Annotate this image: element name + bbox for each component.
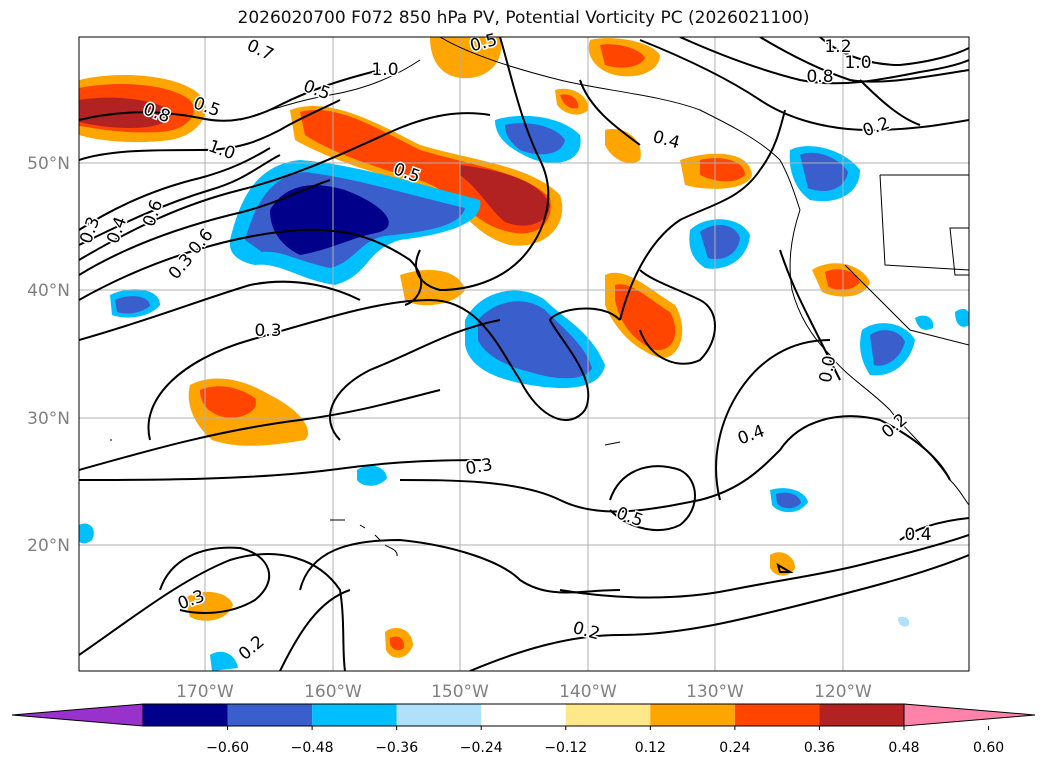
latitude-labels: 50°N 40°N 30°N 20°N [27, 154, 70, 556]
positive-anomaly-top [430, 37, 502, 79]
colorbar-tick: −0.60 [206, 740, 249, 756]
pv-contours [79, 37, 969, 671]
colorbar-tick: 0.24 [719, 740, 750, 756]
lon-label: 120°W [814, 682, 872, 702]
contour-label: 1.2 [824, 37, 851, 57]
colorbar-tick-labels: −0.60 −0.48 −0.36 −0.24 −0.12 0.12 0.24 0.36 0.4… [206, 740, 1004, 756]
colorbar-segment [143, 704, 228, 726]
contour-label: 1.0 [844, 53, 871, 73]
contour-label: 0.3 [76, 214, 104, 246]
contour-label: 0.6 [139, 197, 167, 229]
colorbar-segment [396, 704, 482, 726]
colorbar-tick: −0.12 [544, 740, 587, 756]
lon-label: 170°W [176, 682, 234, 702]
lat-label: 20°N [27, 536, 70, 556]
colorbar [11, 703, 1036, 730]
contour-label: 0.8 [806, 67, 833, 87]
colorbar-segment [650, 704, 735, 726]
colorbar-tick: 0.48 [888, 740, 919, 756]
colorbar-tick: 0.12 [635, 740, 666, 756]
colorbar-tick: 0.60 [973, 740, 1004, 756]
contour-label: 0.4 [904, 525, 931, 545]
colorbar-tick: 0.36 [804, 740, 835, 756]
contour-label: 0.7 [244, 36, 277, 66]
contour-label: 0.2 [878, 410, 912, 443]
contour-label: 0.3 [464, 455, 494, 479]
colorbar-tick: −0.24 [460, 740, 503, 756]
colorbar-tick: −0.36 [375, 740, 418, 756]
lon-label: 150°W [431, 682, 489, 702]
contour-label: 0.2 [571, 618, 602, 644]
contour-label: 0.4 [651, 127, 682, 153]
contour-label: 0.2 [235, 632, 269, 665]
colorbar-segment [819, 704, 904, 726]
contour-label: 0.3 [254, 321, 281, 341]
colorbar-segment [565, 704, 651, 726]
colorbar-segment [481, 704, 566, 726]
plot-frame [78, 36, 970, 672]
contour-label: 0.6 [185, 225, 218, 259]
contour-label: 0.2 [860, 113, 892, 141]
lon-label: 130°W [686, 682, 744, 702]
lat-label: 50°N [27, 154, 70, 174]
colorbar-segment [312, 704, 397, 726]
map-title: 2026020700 F072 850 hPa PV, Potential Vo… [237, 8, 810, 28]
contour-label: 0.4 [103, 214, 131, 246]
contour-label: 0.3 [165, 250, 198, 284]
longitude-labels: 170°W 160°W 150°W 140°W 130°W 120°W [176, 682, 872, 702]
lon-label: 160°W [304, 682, 362, 702]
contour-label: 1.0 [371, 60, 398, 80]
colorbar-tick: −0.48 [291, 740, 334, 756]
colorbar-extend-max [903, 703, 1036, 727]
contour-label: 0.4 [735, 421, 767, 449]
lon-label: 140°W [559, 682, 617, 702]
colorbar-extend-min [11, 703, 144, 727]
graticule [79, 37, 969, 671]
lat-label: 40°N [27, 281, 70, 301]
contour-label: 0.0 [816, 354, 840, 384]
contour-label: 1.0 [206, 136, 238, 164]
colorbar-segment [227, 704, 313, 726]
colorbar-segment [734, 704, 820, 726]
lat-label: 30°N [27, 409, 70, 429]
